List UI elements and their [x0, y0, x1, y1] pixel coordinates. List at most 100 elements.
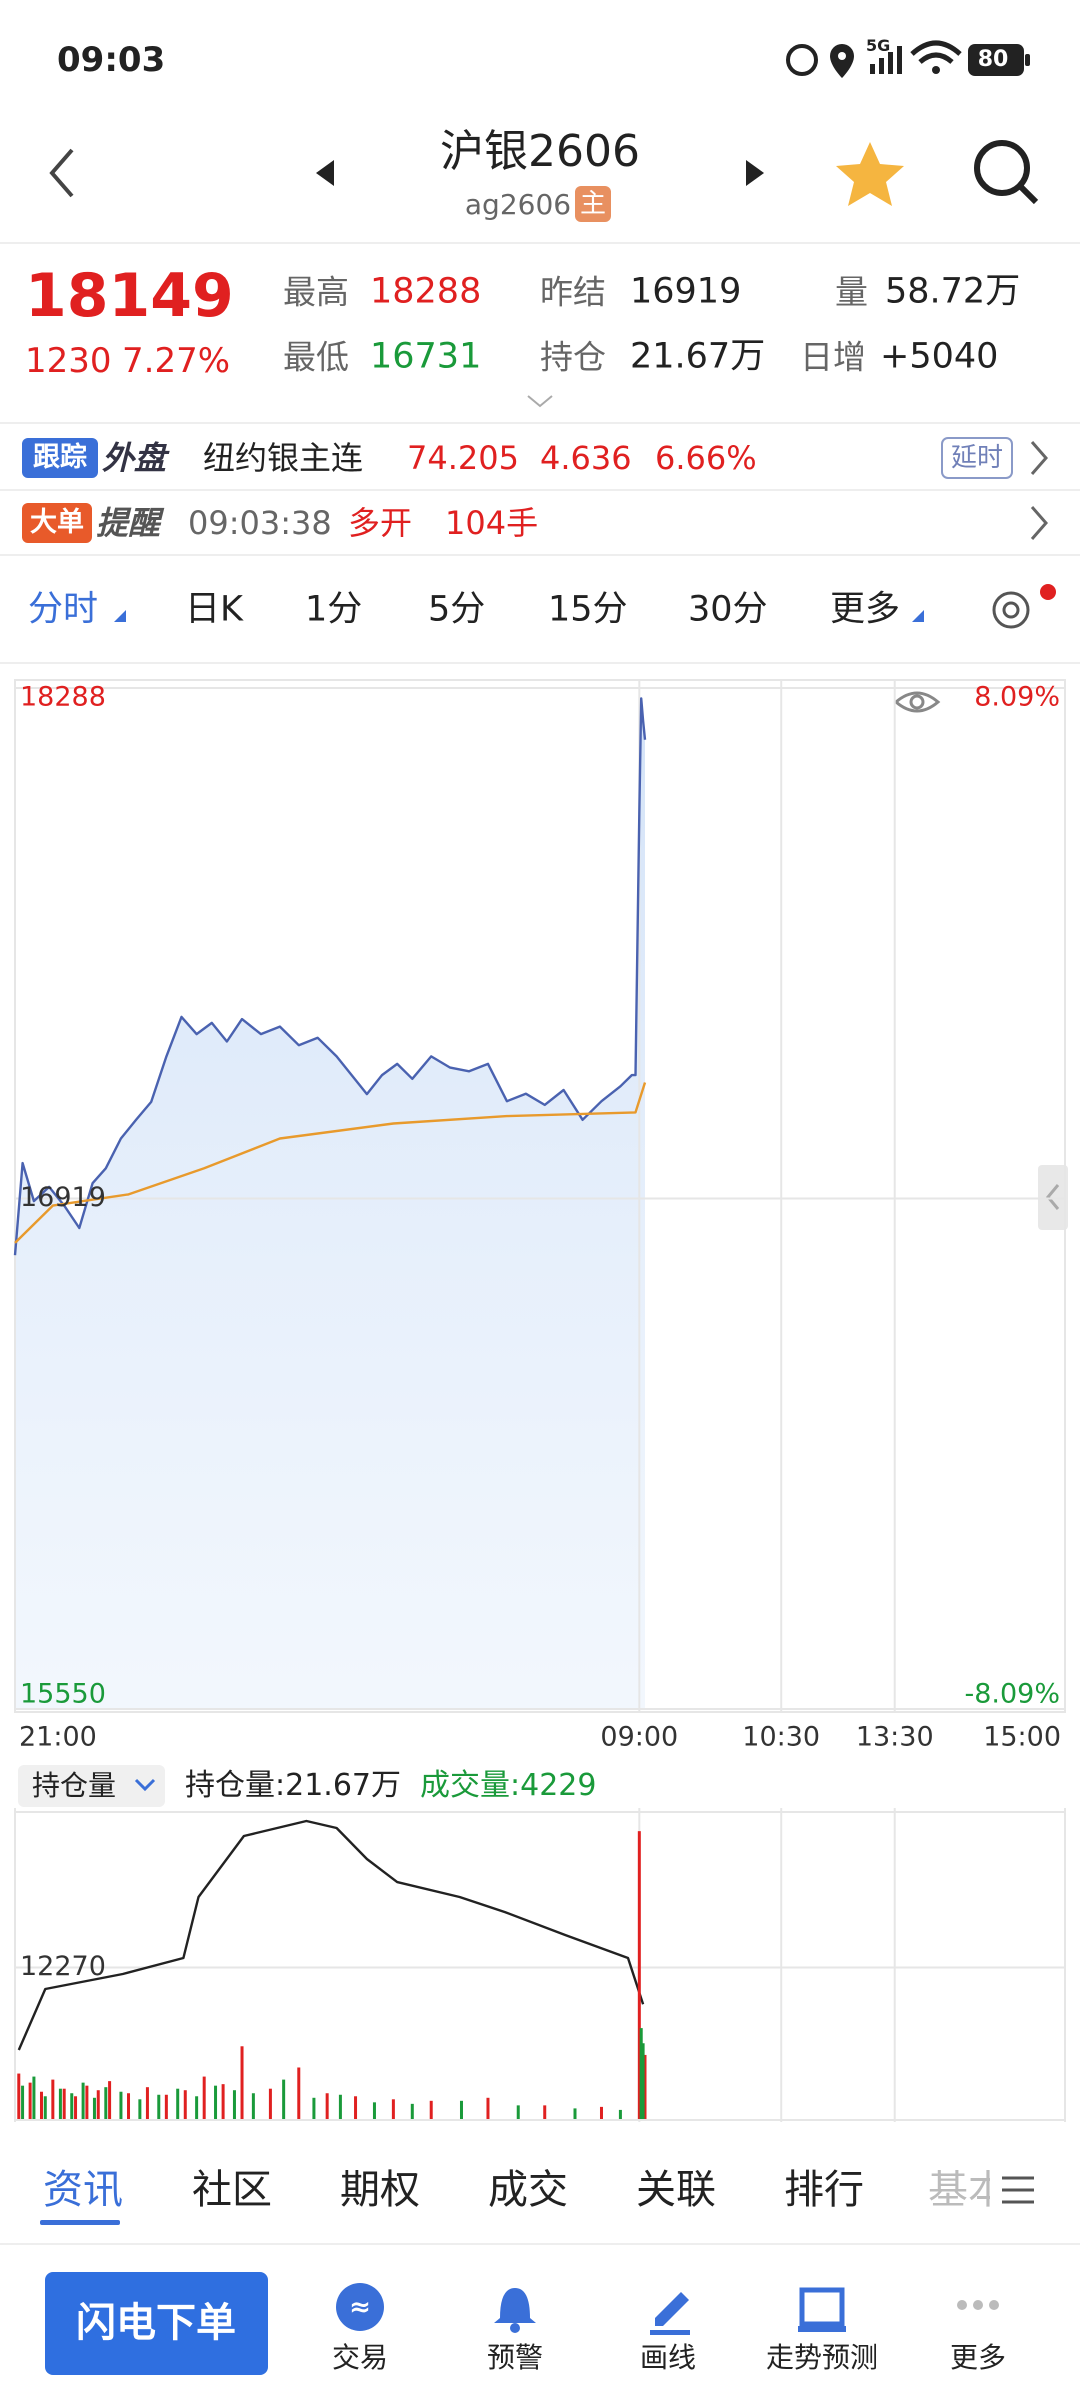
bottom-tab[interactable]: 基本 [928, 2170, 990, 2210]
eye-icon[interactable] [893, 691, 941, 713]
y2-tick-label: 8.09% [974, 682, 1060, 713]
back-icon[interactable] [49, 148, 74, 198]
nav-item[interactable]: 预警 [486, 2341, 544, 2374]
volume-bar [221, 2084, 225, 2119]
volume-bar [58, 2088, 62, 2119]
tab-underline [40, 2220, 120, 2225]
order-button[interactable] [45, 2272, 268, 2375]
volume-bar [268, 2088, 272, 2119]
main-badge: 主 [575, 186, 611, 222]
favorite-icon[interactable] [836, 142, 904, 206]
period-tab[interactable]: 5分 [428, 589, 486, 630]
nav-separator [0, 2243, 1080, 2245]
series-line [13, 697, 647, 1256]
bottom-tab[interactable]: 社区 [192, 2167, 272, 2213]
volume-bar [325, 2093, 329, 2119]
volume-bar [618, 2109, 622, 2119]
bottom-tab[interactable]: 资讯 [43, 2167, 123, 2213]
battery: 80 [977, 47, 1009, 72]
volume-bar [39, 2091, 43, 2119]
nav-item[interactable]: 交易 [331, 2341, 389, 2374]
nav-icons [336, 2283, 999, 2335]
volume-bar [429, 2100, 433, 2119]
volume-bar [43, 2096, 47, 2119]
volume-bar [70, 2093, 74, 2119]
prev-icon[interactable] [316, 160, 334, 186]
bottom-tab[interactable]: 排行 [784, 2167, 864, 2213]
period-tab[interactable]: 15分 [548, 589, 628, 630]
settings-icon[interactable] [992, 591, 1030, 629]
volume-bar [410, 2103, 414, 2119]
volume-bar [312, 2097, 316, 2119]
chevron[interactable] [1030, 441, 1048, 475]
order-button-label[interactable]: 闪电下单 [76, 2300, 236, 2346]
stat-label: 最低 [283, 337, 349, 377]
nav-item[interactable]: 画线 [639, 2341, 697, 2374]
chevron[interactable] [1030, 506, 1048, 540]
volume-bar [92, 2097, 96, 2119]
price-area [15, 698, 645, 1709]
volume: 成交量:4229 [420, 1768, 597, 1803]
volume-bar [297, 2067, 301, 2119]
alert-action: 多开 [348, 504, 413, 542]
trade-glyph: ≈ [349, 2293, 371, 2323]
expand-icon[interactable] [527, 395, 553, 408]
series-line [17, 1819, 645, 2051]
period-tab[interactable]: 分时 [28, 589, 99, 630]
volume-bar [85, 2085, 89, 2119]
volume-bar [108, 2081, 112, 2119]
bottom-tab[interactable]: 期权 [340, 2167, 420, 2213]
period-tab[interactable]: 更多 [830, 589, 901, 630]
dropdown-icon [134, 1778, 156, 1792]
next-icon[interactable] [746, 160, 764, 186]
volume-bar [127, 2093, 131, 2119]
bottom-tab[interactable]: 成交 [488, 2167, 568, 2213]
alert-tag: 提醒 [96, 504, 161, 542]
volume-bar [214, 2085, 218, 2119]
nav-item[interactable]: 走势预测 [765, 2341, 879, 2374]
separator [0, 489, 1080, 491]
volume-bar [459, 2100, 463, 2119]
menu-icon[interactable] [1002, 2176, 1034, 2204]
volume-bar [176, 2088, 180, 2119]
volume-bar [391, 2099, 395, 2119]
volume-bar [282, 2079, 286, 2119]
stat-label: 最高 [283, 272, 349, 312]
alert-volume: 104手 [445, 504, 539, 542]
volume-bar [119, 2091, 123, 2119]
track-name[interactable]: 纽约银主连 [203, 439, 364, 477]
volume-bar [232, 2090, 236, 2119]
track-change-pct: 6.66% [655, 439, 757, 477]
track-badge: 跟踪 [22, 438, 98, 478]
stat-label: 昨结 [540, 272, 606, 312]
nav-item[interactable]: 更多 [949, 2341, 1007, 2374]
period-tab[interactable]: 日K [185, 589, 243, 630]
network: 5G [866, 36, 891, 55]
volume-bar [183, 2090, 187, 2119]
volume-bar [96, 2090, 100, 2119]
period-tab[interactable]: 30分 [688, 589, 768, 630]
track-change: 4.636 [540, 439, 632, 477]
volume-bar [195, 2096, 199, 2119]
sub-selector[interactable]: 持仓量 [32, 1769, 117, 1802]
alert-badge: 大单 [22, 503, 92, 543]
volume-bar [164, 2094, 168, 2119]
tab-arrow [912, 610, 924, 622]
volume-bar [599, 2106, 603, 2119]
period-tab[interactable]: 1分 [305, 589, 363, 630]
search-icon[interactable] [974, 140, 1039, 205]
stat-label: 日增 [800, 337, 866, 377]
selector-box[interactable] [18, 1765, 165, 1807]
status-icons [786, 40, 1030, 78]
stat-label: 量 [835, 272, 868, 312]
volume-bar [573, 2108, 577, 2119]
volume-bar [637, 1831, 641, 2119]
last-price: 18149 [25, 261, 234, 331]
volume-bar [145, 2087, 149, 2119]
volume-bar [202, 2076, 206, 2119]
y-tick-label: 18288 [20, 682, 106, 713]
delay-box [941, 437, 1013, 479]
bottom-tab[interactable]: 关联 [636, 2167, 716, 2213]
